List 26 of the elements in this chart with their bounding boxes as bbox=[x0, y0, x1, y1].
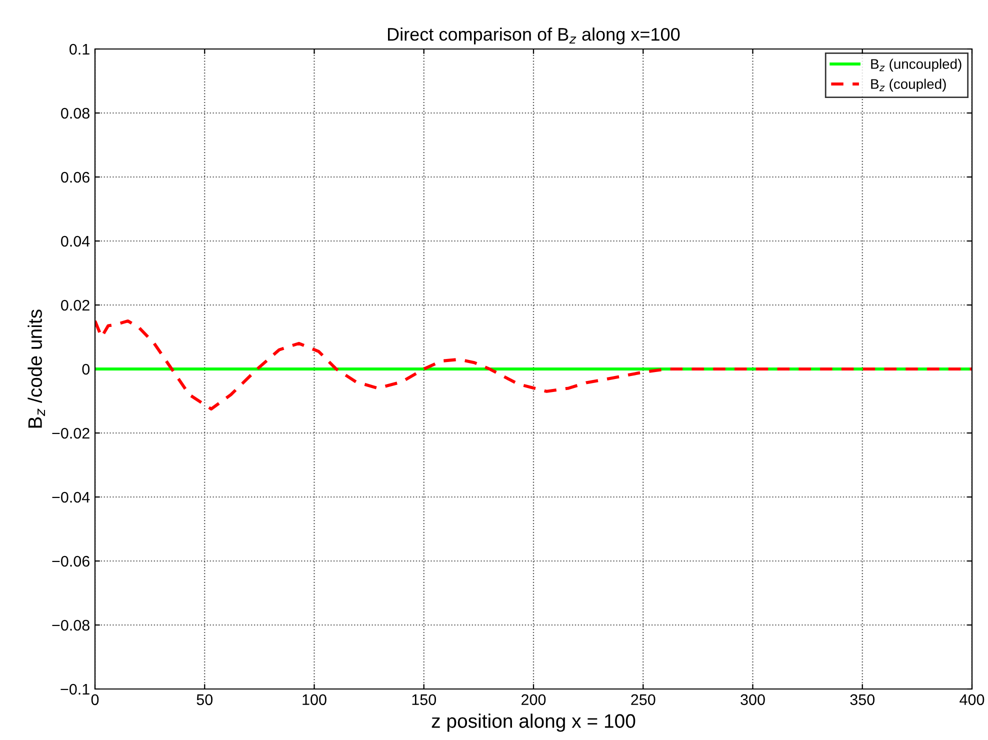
x-axis-title: z position along x = 100 bbox=[432, 714, 636, 732]
chart-title: Direct comparison of B$_{z}$ along x=100 bbox=[388, 27, 680, 44]
x-tick-label: 100 bbox=[302, 694, 326, 706]
x-tick-label: 250 bbox=[631, 694, 656, 706]
x-tick-label: 150 bbox=[412, 694, 436, 706]
line-series bbox=[95, 319, 972, 411]
x-tick-label: 0 bbox=[91, 694, 99, 706]
legend-label: B$_{z}$ (coupled) bbox=[871, 78, 946, 92]
y-tick-label: 0 bbox=[82, 364, 90, 375]
legend-label: B$_{z}$ (uncoupled) bbox=[871, 58, 962, 72]
y-tick-label: −0.08 bbox=[52, 620, 90, 631]
y-tick-label: −0.1 bbox=[60, 684, 90, 695]
y-tick-label: 0.1 bbox=[70, 44, 90, 55]
y-tick-label: 0.06 bbox=[61, 172, 90, 183]
x-tick-label: 300 bbox=[740, 694, 765, 706]
x-tick-label: 350 bbox=[850, 694, 875, 706]
x-tick-label: 50 bbox=[196, 694, 213, 706]
x-tick-label: 400 bbox=[960, 694, 984, 706]
y-tick-label: −0.06 bbox=[52, 556, 90, 567]
y-tick-label: −0.04 bbox=[52, 492, 90, 503]
y-tick-label: 0.02 bbox=[61, 300, 90, 311]
y-tick-label: 0.04 bbox=[61, 236, 90, 247]
y-tick-label: −0.02 bbox=[52, 428, 90, 439]
y-tick-label: 0.08 bbox=[61, 108, 90, 119]
x-tick-label: 200 bbox=[522, 694, 546, 706]
y-axis-title: B$_{z}$ /code units bbox=[28, 310, 45, 428]
